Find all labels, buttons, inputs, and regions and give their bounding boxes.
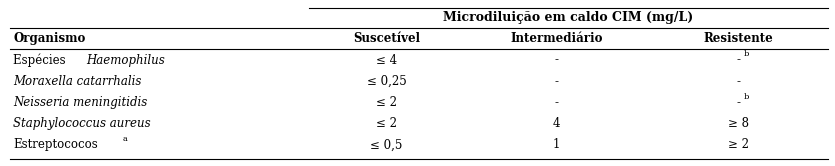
- Text: ≤ 2: ≤ 2: [376, 117, 397, 130]
- Text: ≤ 0,5: ≤ 0,5: [370, 138, 402, 151]
- Text: Resistente: Resistente: [703, 32, 773, 45]
- Text: ≥ 2: ≥ 2: [728, 138, 749, 151]
- Text: ≥ 8: ≥ 8: [728, 117, 749, 130]
- Text: Espécies: Espécies: [13, 53, 70, 67]
- Text: -: -: [554, 96, 559, 109]
- Text: ≤ 0,25: ≤ 0,25: [367, 75, 407, 88]
- Text: Microdiluição em caldo CIM (mg/L): Microdiluição em caldo CIM (mg/L): [443, 11, 694, 24]
- Text: -: -: [736, 75, 741, 88]
- Text: -: -: [736, 54, 741, 67]
- Text: -: -: [736, 96, 741, 109]
- Text: Staphylococcus aureus: Staphylococcus aureus: [13, 117, 151, 130]
- Text: Intermediário: Intermediário: [510, 32, 603, 45]
- Text: a: a: [123, 135, 128, 143]
- Text: 4: 4: [553, 117, 560, 130]
- Text: ≤ 4: ≤ 4: [376, 54, 397, 67]
- Text: b: b: [743, 50, 749, 58]
- Text: Estreptococos: Estreptococos: [13, 138, 98, 151]
- Text: 1: 1: [553, 138, 560, 151]
- Text: Neisseria meningitidis: Neisseria meningitidis: [13, 96, 148, 109]
- Text: -: -: [554, 54, 559, 67]
- Text: b: b: [743, 93, 749, 101]
- Text: Moraxella catarrhalis: Moraxella catarrhalis: [13, 75, 142, 88]
- Text: Organismo: Organismo: [13, 32, 86, 45]
- Text: ≤ 2: ≤ 2: [376, 96, 397, 109]
- Text: -: -: [554, 75, 559, 88]
- Text: Suscetível: Suscetível: [353, 32, 420, 45]
- Text: Haemophilus: Haemophilus: [86, 54, 164, 67]
